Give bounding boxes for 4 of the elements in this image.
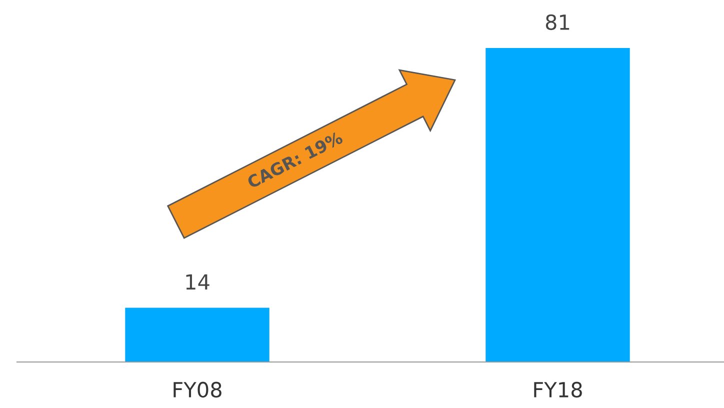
x-tick-label: FY08 xyxy=(174,382,222,398)
data-label: 14 xyxy=(186,274,210,290)
x-tick-label: FY18 xyxy=(534,382,582,398)
data-label: 81 xyxy=(546,14,570,30)
